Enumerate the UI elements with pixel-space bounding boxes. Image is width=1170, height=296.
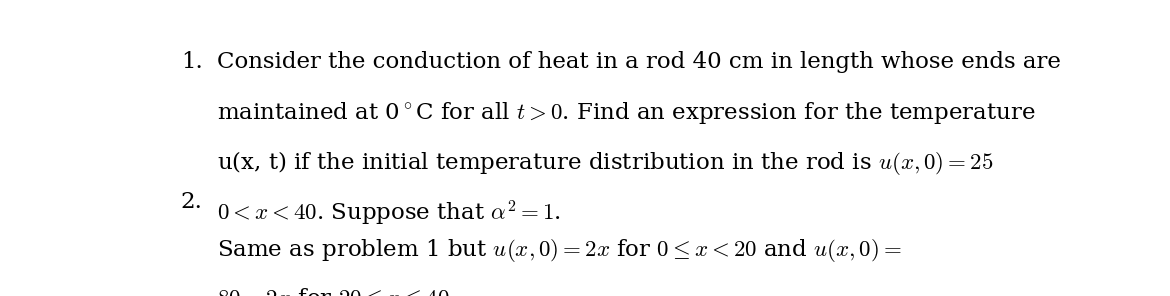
Text: Same as problem 1 but $u(x, 0) = 2x$ for $0 \leq x < 20$ and $u(x, 0) =$: Same as problem 1 but $u(x, 0) = 2x$ for… — [216, 237, 902, 264]
Text: $80 - 2x$ for $20 \leq x \leq 40$.: $80 - 2x$ for $20 \leq x \leq 40$. — [216, 286, 456, 296]
Text: 1.: 1. — [180, 52, 202, 73]
Text: $0 < x < 40$. Suppose that $\alpha^2 = 1$.: $0 < x < 40$. Suppose that $\alpha^2 = 1… — [216, 199, 560, 228]
Text: 2.: 2. — [180, 191, 202, 213]
Text: Consider the conduction of heat in a rod 40 cm in length whose ends are: Consider the conduction of heat in a rod… — [216, 52, 1061, 73]
Text: u(x, t) if the initial temperature distribution in the rod is $u(x, 0) = 25$: u(x, t) if the initial temperature distr… — [216, 149, 993, 178]
Text: maintained at 0$^\circ$C for all $t > 0$. Find an expression for the temperature: maintained at 0$^\circ$C for all $t > 0$… — [216, 100, 1035, 126]
